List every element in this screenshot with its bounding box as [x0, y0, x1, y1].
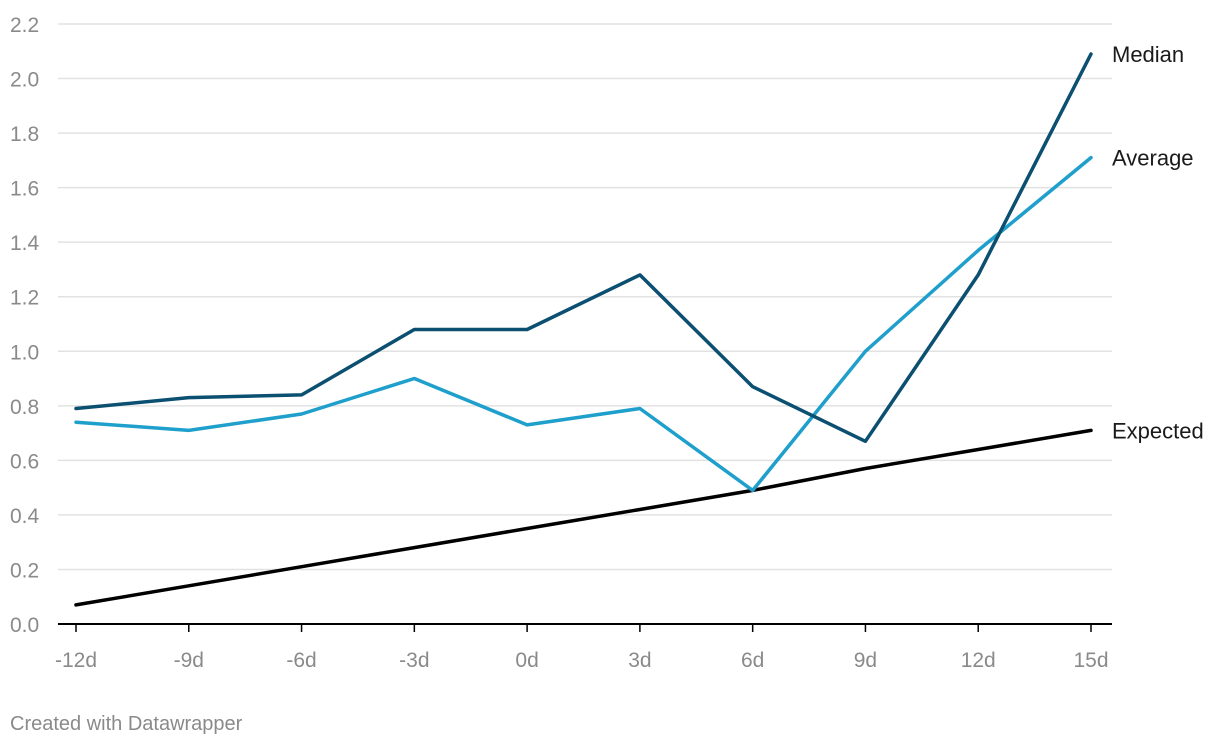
y-axis-ticks: 0.0 0.2 0.4 0.6 0.8 1.0 1.2 1.4 1.6 1.8 2.0 2.2 — [10, 14, 40, 637]
x-tick-label: 12d — [961, 649, 996, 672]
y-tick-label: 1.6 — [10, 178, 39, 201]
x-tick-label: -9d — [174, 649, 204, 672]
y-tick-label: 1.0 — [10, 341, 39, 364]
x-tick-label: 0d — [515, 649, 538, 672]
x-tick-label: -6d — [286, 649, 316, 672]
x-tick-label: 3d — [628, 649, 651, 672]
y-tick-label: 2.2 — [10, 14, 39, 37]
x-tick-label: 15d — [1073, 649, 1108, 672]
x-axis: -12d -9d -6d -3d 0d 3d 6d 9d 12d 15d — [55, 623, 1112, 672]
y-tick-label: 0.0 — [10, 614, 39, 637]
y-tick-label: 1.4 — [10, 232, 40, 255]
grid-lines — [58, 23, 1112, 571]
x-tick-label: -12d — [55, 649, 97, 672]
series-label-median: Median — [1112, 42, 1184, 67]
series-label-expected: Expected — [1112, 418, 1204, 443]
x-tick-label: 9d — [854, 649, 877, 672]
credit-text: Created with Datawrapper — [10, 713, 243, 735]
y-tick-label: 1.2 — [10, 287, 39, 310]
y-tick-label: 0.2 — [10, 559, 39, 582]
series-line-median — [74, 52, 1093, 444]
x-tick-label: 6d — [741, 649, 764, 672]
y-tick-label: 1.8 — [10, 123, 39, 146]
series-line-expected — [74, 428, 1093, 607]
series-label-average: Average — [1112, 146, 1194, 171]
y-tick-label: 0.8 — [10, 396, 39, 419]
series-labels: Expected Average Median — [1112, 42, 1204, 443]
x-tick-label: -3d — [399, 649, 429, 672]
y-tick-label: 2.0 — [10, 69, 39, 92]
y-tick-label: 0.6 — [10, 450, 39, 473]
y-tick-label: 0.4 — [10, 505, 40, 528]
series-lines — [74, 52, 1093, 607]
series-line-average — [74, 155, 1093, 493]
